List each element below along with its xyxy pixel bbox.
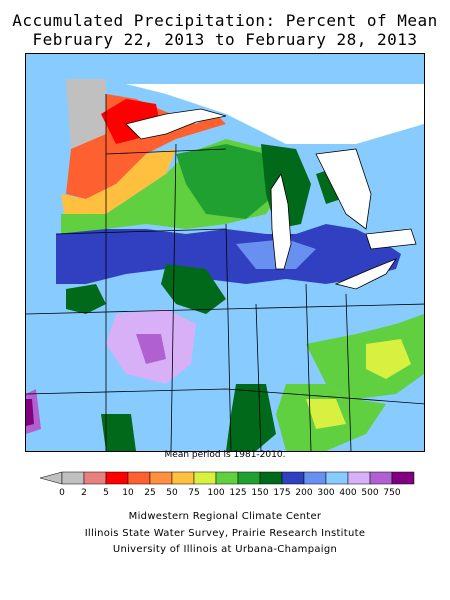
legend-label: 200 xyxy=(295,488,313,498)
credit-line2: Illinois State Water Survey, Prairie Res… xyxy=(84,528,366,539)
legend-label: 125 xyxy=(229,488,247,498)
credit-line3: University of Illinois at Urbana-Champai… xyxy=(112,544,338,555)
legend-label: 50 xyxy=(166,488,178,498)
legend-swatch xyxy=(259,471,283,485)
legend-label: 300 xyxy=(317,488,335,498)
legend-labels: 0 2 5 10 25 50 75 100 125 150 175 200 300 400 500 750 xyxy=(40,488,420,500)
legend-swatch xyxy=(281,471,305,485)
legend-bar xyxy=(39,471,415,485)
credit-line1: Midwestern Regional Climate Center xyxy=(128,511,322,522)
lake-huron xyxy=(315,148,372,230)
legend-swatch xyxy=(369,471,393,485)
blue-band xyxy=(56,224,401,284)
dark-green-sd xyxy=(66,284,106,314)
legend-swatch xyxy=(325,471,349,485)
color-legend: 0 2 5 10 25 50 75 100 125 150 175 200 300 400 500 750 xyxy=(39,470,420,502)
lake-michigan xyxy=(270,173,292,270)
legend-swatch xyxy=(303,471,327,485)
legend-label: 100 xyxy=(207,488,225,498)
map-title-line1: Accumulated Precipitation: Percent of Me… xyxy=(12,11,438,30)
dark-green-oklahoma xyxy=(101,414,136,451)
legend-label: 500 xyxy=(361,488,379,498)
green-region-ohio xyxy=(306,314,424,399)
legend-swatch xyxy=(127,471,151,485)
legend-label: 750 xyxy=(383,488,401,498)
lake-erie xyxy=(334,258,398,290)
legend-swatch xyxy=(347,471,371,485)
legend-swatch xyxy=(171,471,195,485)
legend-swatch xyxy=(83,471,107,485)
state-borders xyxy=(26,94,424,451)
legend-swatch xyxy=(105,471,129,485)
legend-swatch xyxy=(237,471,261,485)
map-title-line2: February 22, 2013 to February 28, 2013 xyxy=(32,30,418,49)
dark-green-iowa xyxy=(161,264,226,314)
legend-swatch xyxy=(193,471,217,485)
lake-ontario xyxy=(365,228,417,250)
legend-label: 2 xyxy=(81,488,87,498)
legend-arrow xyxy=(39,471,63,485)
no-data-region xyxy=(66,79,106,149)
legend-label: 150 xyxy=(251,488,269,498)
legend-label: 75 xyxy=(188,488,200,498)
mean-period-note: Mean period is 1981-2010. xyxy=(164,450,286,460)
legend-swatch xyxy=(215,471,239,485)
yellow-region-kentucky xyxy=(306,399,346,429)
violet-region-kansas xyxy=(136,334,166,364)
legend-label: 400 xyxy=(339,488,357,498)
legend-label: 175 xyxy=(273,488,291,498)
dark-green-south xyxy=(226,384,276,451)
purple-region-west xyxy=(26,399,34,426)
legend-label: 0 xyxy=(59,488,65,498)
green-region-mn-wi xyxy=(176,144,276,219)
legend-swatch xyxy=(149,471,173,485)
legend-label: 5 xyxy=(103,488,109,498)
legend-label: 10 xyxy=(122,488,134,498)
lake-superior xyxy=(125,108,227,140)
yellow-region xyxy=(61,149,176,224)
canada-blank xyxy=(126,84,424,144)
yellow-region-ohio xyxy=(366,339,411,379)
precipitation-map xyxy=(25,53,425,452)
legend-swatch xyxy=(391,471,415,485)
map-svg xyxy=(26,54,424,451)
legend-label: 25 xyxy=(144,488,156,498)
legend-swatch xyxy=(61,471,85,485)
